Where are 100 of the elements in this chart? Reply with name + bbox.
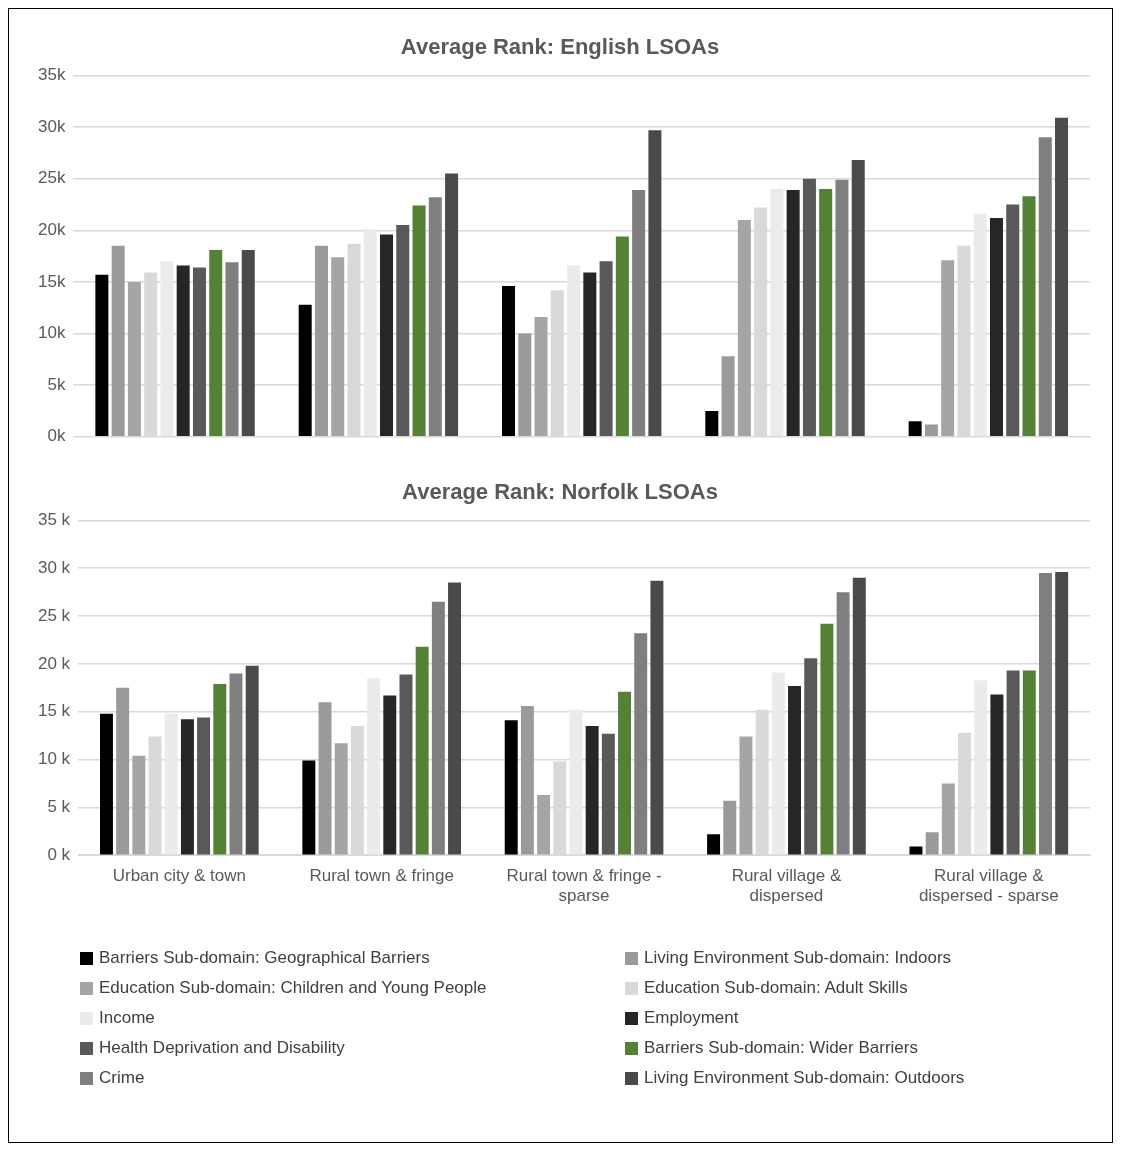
bar [650, 580, 664, 855]
bar [601, 733, 615, 855]
legend-label: Education Sub-domain: Adult Skills [644, 978, 908, 998]
bar [111, 245, 125, 437]
bar [707, 834, 721, 855]
bar [428, 197, 442, 437]
chart-title: Average Rank: Norfolk LSOAs [402, 479, 718, 505]
bar [132, 755, 146, 855]
bar [648, 130, 662, 437]
bar [209, 249, 223, 437]
x-tick-label: Rural village & dispersed [731, 866, 842, 906]
y-tick-label: 35 k [37, 510, 71, 530]
bar [819, 188, 833, 437]
legend-label: Crime [99, 1068, 145, 1088]
y-tick-label: 25 k [37, 605, 71, 625]
bar [835, 179, 849, 437]
y-tick-label: 30k [37, 116, 66, 136]
bar [924, 424, 938, 437]
bar [127, 281, 141, 437]
bar [788, 685, 802, 855]
bar [160, 261, 174, 437]
bar [1055, 572, 1069, 855]
bar [771, 672, 785, 855]
legend-label: Living Environment Sub-domain: Indoors [644, 948, 952, 968]
bar [363, 229, 377, 437]
bar [504, 720, 518, 855]
bar [721, 356, 735, 437]
bar [941, 260, 955, 437]
y-tick-label: 15 k [37, 701, 71, 721]
bar [431, 601, 445, 855]
bar [383, 695, 397, 855]
bar [164, 713, 178, 855]
bar [537, 794, 551, 855]
legend-label: Living Environment Sub-domain: Outdoors [644, 1068, 965, 1088]
bar [213, 683, 227, 855]
bar [737, 219, 751, 437]
bar [520, 705, 534, 855]
y-tick-label: 15k [37, 271, 66, 291]
bar [632, 190, 646, 437]
legend-label: Barriers Sub-domain: Geographical Barriers [99, 948, 430, 968]
bar [415, 646, 429, 855]
bar [180, 719, 194, 855]
bar [583, 272, 597, 437]
x-tick-label: Rural town & fringe [309, 866, 454, 886]
y-tick-label: 5k [47, 374, 66, 394]
bar [618, 691, 632, 855]
bar [314, 245, 328, 437]
bar [412, 205, 426, 437]
bar [176, 265, 190, 437]
legend-label: Employment [644, 1008, 739, 1028]
bar [804, 658, 818, 855]
bar [615, 236, 629, 437]
y-tick-label: 20 k [37, 653, 71, 673]
bar [723, 800, 737, 855]
bar [786, 190, 800, 437]
bar [739, 736, 753, 855]
bar [331, 257, 345, 437]
y-tick-label: 25k [37, 168, 66, 188]
bar [334, 743, 348, 855]
bar [585, 726, 599, 855]
legend-label: Health Deprivation and Disability [99, 1038, 345, 1058]
bar [1006, 670, 1020, 855]
bar [1038, 137, 1052, 437]
y-tick-label: 35k [37, 65, 66, 85]
bar [399, 674, 413, 855]
bar [502, 286, 516, 437]
bar [302, 760, 316, 855]
bar [705, 410, 719, 437]
bar [634, 633, 648, 855]
bar [518, 333, 532, 437]
y-tick-label: 30 k [37, 557, 71, 577]
legend-label: Education Sub-domain: Children and Young People [99, 978, 487, 998]
bar [448, 582, 462, 855]
bar [396, 225, 410, 437]
bar [908, 421, 922, 437]
bar [820, 623, 834, 855]
legend-label: Barriers Sub-domain: Wider Barriers [644, 1038, 918, 1058]
bar [925, 832, 939, 855]
bar [445, 173, 459, 437]
bar [990, 694, 1004, 855]
y-tick-label: 0k [47, 426, 66, 446]
bar [534, 317, 548, 437]
bar [116, 687, 130, 855]
y-tick-label: 10k [37, 323, 66, 343]
bar [1039, 573, 1052, 855]
bar [298, 304, 312, 437]
bar [241, 249, 255, 437]
x-tick-label: Urban city & town [112, 866, 246, 886]
bar [852, 577, 866, 855]
bar [569, 709, 583, 855]
bar [192, 267, 206, 437]
x-tick-label: Rural village & dispersed - sparse [918, 866, 1059, 906]
legend-label: Income [99, 1008, 155, 1028]
bar [367, 678, 381, 855]
bar [225, 262, 239, 437]
bar [95, 274, 109, 437]
bar [229, 673, 243, 855]
bar [1022, 196, 1036, 437]
bar [1006, 204, 1020, 437]
bar [973, 213, 987, 437]
